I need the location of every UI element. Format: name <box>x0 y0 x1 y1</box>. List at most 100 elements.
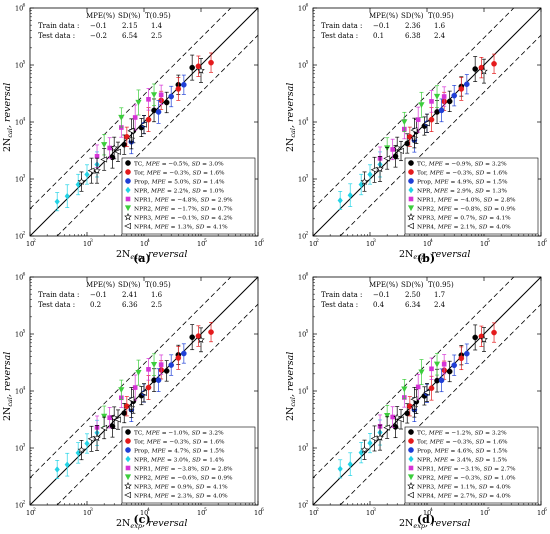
y-axis-label: 2Ncal, reversal <box>2 352 14 421</box>
legend-separator: , <box>151 198 155 204</box>
legend-separator: , <box>471 189 475 195</box>
legend-separator: , <box>472 171 476 177</box>
legend: TC, MPE = −1.2%, SD = 3.2% Tor, MPE = −0.… <box>404 426 539 504</box>
y-tick-label: 10 <box>15 62 23 70</box>
y-axis-label: 2Ncal, reversal <box>285 83 297 152</box>
x-tick-exponent: 3 <box>90 507 93 513</box>
legend: TC, MPE = −0.9%, SD = 3.2% Tor, MPE = −0.… <box>404 157 539 235</box>
legend-mpe-label: MPE <box>146 440 162 446</box>
data-point <box>132 115 138 120</box>
legend-mpe-label: MPE <box>437 476 453 482</box>
x-tick-exponent: 6 <box>544 507 547 513</box>
x-axis-label: 2Nexp, reversal <box>116 249 187 261</box>
series-npr4 <box>370 383 430 452</box>
y-tick-exponent: 2 <box>306 500 309 506</box>
data-point <box>54 198 60 205</box>
y-tick-exponent: 3 <box>306 174 309 180</box>
legend-mpe-label: MPE <box>154 467 170 473</box>
legend-marker <box>408 169 414 175</box>
x-tick-exponent: 4 <box>147 507 150 513</box>
legend-marker <box>407 222 414 230</box>
x-tick-exponent: 6 <box>261 238 264 244</box>
data-point <box>370 166 378 173</box>
legend-mpe-label: MPE <box>429 440 445 446</box>
legend-sd-value: 4.2% <box>218 216 233 222</box>
legend-mpe-value: −4.0% <box>460 198 480 204</box>
legend-separator: , <box>430 458 434 464</box>
legend-mpe-label: MPE <box>154 476 170 482</box>
y-tick-label: 10 <box>15 502 23 510</box>
legend-equals: = <box>204 494 213 500</box>
legend-separator: , <box>148 449 152 455</box>
y-axis-label-tail: , reversal <box>2 352 13 397</box>
data-point <box>390 147 395 152</box>
legend-series-name: NPR2 <box>134 207 151 213</box>
y-tick-label: 10 <box>298 388 306 396</box>
legend-mpe-value: −0.9% <box>451 162 471 168</box>
x-axis-label-tail: , reversal <box>142 249 187 260</box>
data-point <box>401 119 408 126</box>
legend-sd-value: 3.2% <box>492 162 507 168</box>
legend-equals: = <box>160 162 169 168</box>
data-point <box>150 92 158 98</box>
x-axis-label: 2Nexp, reversal <box>399 249 470 261</box>
legend-separator: , <box>197 207 201 213</box>
legend-entry: NPR3, MPE = 1.1%, SD = 4.0% <box>417 485 511 491</box>
stats-header-t095: T(0.95) <box>428 12 454 20</box>
y-tick-exponent: 6 <box>306 272 309 278</box>
data-point <box>451 362 457 369</box>
legend: TC, MPE = −1.0%, SD = 3.2% Tor, MPE = −0.… <box>121 426 256 504</box>
legend-equals: = <box>487 494 496 500</box>
legend-equals: = <box>452 225 461 231</box>
legend-sd-label: SD <box>192 162 201 168</box>
legend-separator: , <box>425 162 429 168</box>
data-point <box>114 148 121 155</box>
legend-separator: , <box>143 440 147 446</box>
legend-separator: , <box>475 494 479 500</box>
x-axis-label: 2Nexp, reversal <box>399 518 470 530</box>
data-point <box>158 92 164 98</box>
x-tick-label: 10 <box>423 240 431 248</box>
legend-equals: = <box>452 216 461 222</box>
legend-entry: Prop, MPE = 4.6%, SD = 1.5% <box>417 449 508 455</box>
legend-mpe-value: 5.0% <box>174 180 189 186</box>
legend-equals: = <box>443 431 452 437</box>
legend-separator: , <box>434 485 438 491</box>
legend-entry: NPR2, MPE = −0.8%, SD = 0.9% <box>417 207 516 213</box>
legend-series-name: Prop <box>417 449 431 455</box>
legend-marker <box>124 213 132 221</box>
stats-test-value: 6.54 <box>122 32 138 40</box>
x-tick-label: 10 <box>537 509 545 517</box>
legend-mpe-label: MPE <box>150 189 166 195</box>
legend-mpe-value: −0.1% <box>177 216 197 222</box>
legend-equals: = <box>209 216 218 222</box>
legend-marker <box>124 205 132 212</box>
panel-label: (b) <box>417 252 435 265</box>
legend-sd-label: SD <box>479 216 488 222</box>
legend-mpe-value: 2.9% <box>457 189 472 195</box>
legend-equals: = <box>487 225 496 231</box>
stats-train-value: 2.41 <box>122 291 138 299</box>
y-tick-exponent: 6 <box>23 3 26 9</box>
x-axis-label-sub: exp <box>130 522 143 530</box>
legend-entry: NPR4, MPE = 2.7%, SD = 4.0% <box>417 494 511 500</box>
legend-marker <box>125 186 131 194</box>
x-tick-label: 10 <box>480 240 488 248</box>
legend-mpe-value: −3.1% <box>460 467 480 473</box>
legend-separator: , <box>143 171 147 177</box>
legend-equals: = <box>487 485 496 491</box>
legend-equals: = <box>484 440 493 446</box>
y-tick-label: 10 <box>298 233 306 241</box>
data-point <box>77 177 86 185</box>
stats-header-sd: SD(%) <box>401 281 424 289</box>
legend-equals: = <box>452 494 461 500</box>
x-tick-label: 10 <box>537 240 545 248</box>
legend-equals: = <box>209 207 218 213</box>
x-axis-label: 2Nexp, reversal <box>116 518 187 530</box>
data-point <box>370 435 378 442</box>
legend-mpe-label: MPE <box>146 171 162 177</box>
y-tick-exponent: 3 <box>23 174 26 180</box>
legend-sd-value: 1.5% <box>493 449 508 455</box>
legend-sd-label: SD <box>484 207 493 213</box>
legend-marker <box>407 205 415 212</box>
